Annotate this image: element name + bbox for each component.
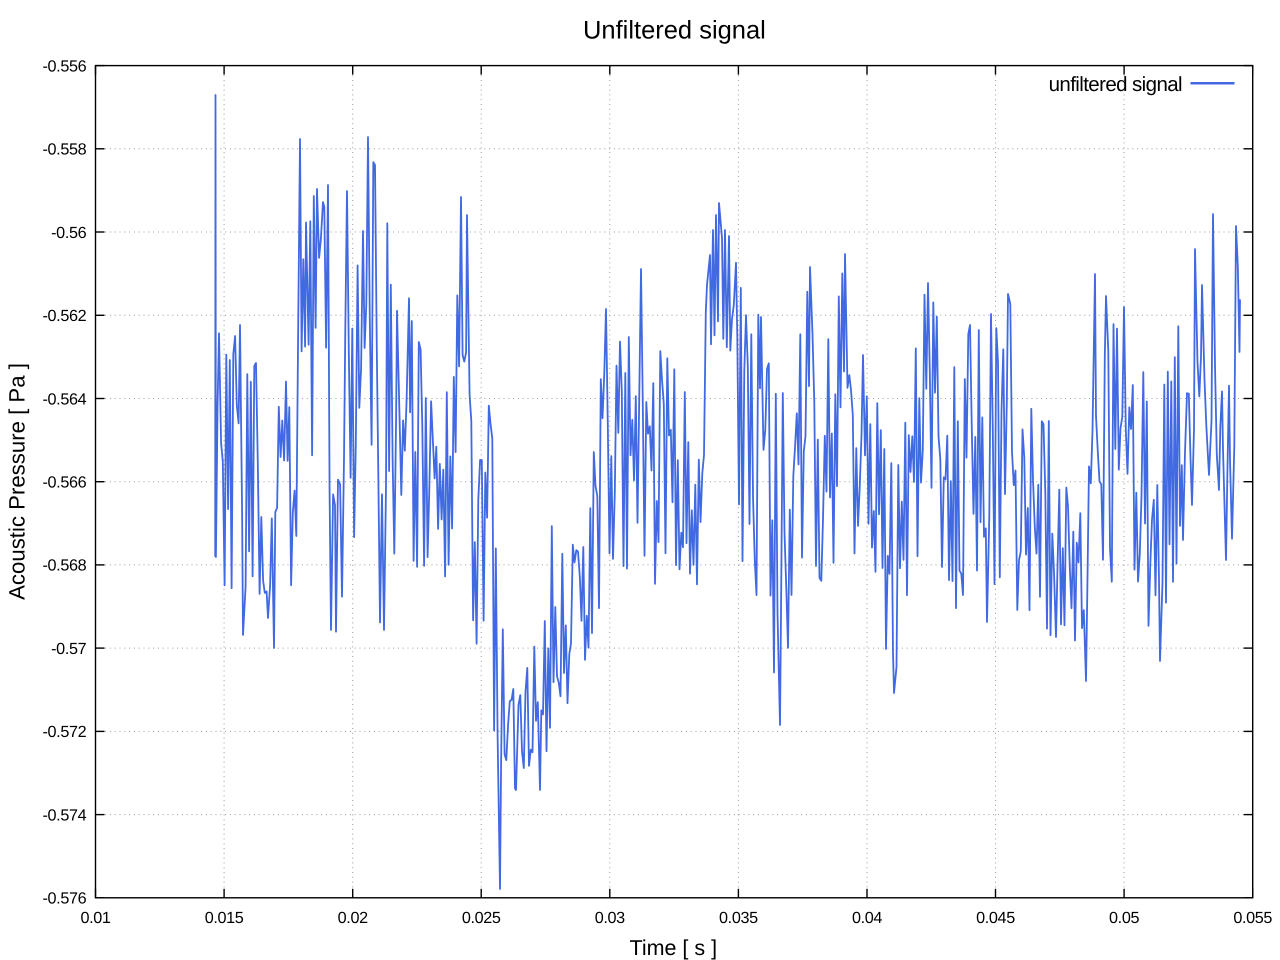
svg-text:-0.562: -0.562 xyxy=(42,307,86,325)
svg-text:0.015: 0.015 xyxy=(205,909,244,927)
svg-text:-0.57: -0.57 xyxy=(51,640,86,658)
svg-text:unfiltered signal: unfiltered signal xyxy=(1049,73,1182,96)
svg-text:0.02: 0.02 xyxy=(338,909,368,927)
svg-text:-0.564: -0.564 xyxy=(42,390,86,408)
svg-text:-0.568: -0.568 xyxy=(42,557,86,575)
svg-text:0.025: 0.025 xyxy=(462,909,501,927)
svg-text:0.04: 0.04 xyxy=(852,909,882,927)
svg-text:Time [ s ]: Time [ s ] xyxy=(629,936,717,960)
svg-text:-0.566: -0.566 xyxy=(42,474,86,492)
svg-text:0.045: 0.045 xyxy=(976,909,1015,927)
svg-text:-0.574: -0.574 xyxy=(42,806,86,824)
svg-text:Unfiltered signal: Unfiltered signal xyxy=(583,17,766,45)
svg-text:-0.56: -0.56 xyxy=(51,224,86,242)
svg-text:Acoustic Pressure [ Pa ]: Acoustic Pressure [ Pa ] xyxy=(5,363,30,600)
svg-text:0.03: 0.03 xyxy=(595,909,625,927)
svg-text:-0.558: -0.558 xyxy=(42,141,86,159)
svg-text:0.05: 0.05 xyxy=(1109,909,1139,927)
svg-text:0.035: 0.035 xyxy=(719,909,758,927)
svg-text:-0.556: -0.556 xyxy=(42,57,86,75)
svg-text:0.01: 0.01 xyxy=(80,909,110,927)
svg-text:0.055: 0.055 xyxy=(1233,909,1272,927)
svg-text:-0.572: -0.572 xyxy=(42,723,86,741)
svg-text:-0.576: -0.576 xyxy=(42,890,86,908)
